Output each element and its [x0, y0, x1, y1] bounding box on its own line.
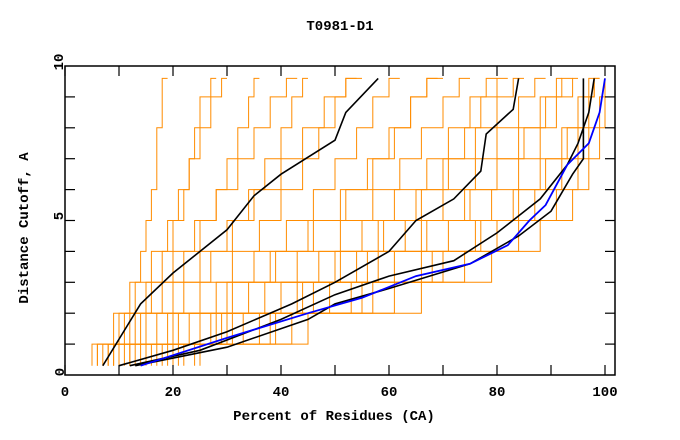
model-series-line [107, 77, 298, 366]
x-axis-label: Percent of Residues (CA) [233, 409, 435, 425]
y-axis-label: Distance Cutoff, A [17, 152, 33, 304]
model-series-line [113, 77, 362, 366]
x-tick-label-20: 20 [165, 385, 182, 401]
highlight-series-line [102, 77, 379, 367]
highlight-series-line [118, 78, 520, 367]
model-series-line [194, 78, 606, 366]
y-tick-label-10: 10 [52, 54, 68, 71]
y-tick-label-0: 0 [53, 368, 69, 376]
best-series-line [140, 78, 606, 367]
model-series-line [167, 77, 573, 366]
x-tick-label-60: 60 [381, 385, 398, 401]
highlight-series-line [129, 78, 595, 367]
model-series-line [145, 77, 546, 366]
model-series-line [91, 77, 168, 366]
axis-ticks [64, 66, 615, 375]
chart-title: T0981-D1 [306, 19, 373, 35]
model-series-line [161, 77, 578, 366]
model-series-line [199, 78, 606, 366]
x-tick-label-40: 40 [273, 385, 290, 401]
model-series-line [113, 77, 357, 366]
x-tick-label-80: 80 [489, 385, 506, 401]
x-tick-label-100: 100 [592, 385, 617, 401]
highlight-series-line [135, 78, 585, 367]
series-lines [91, 77, 606, 367]
model-series-line [96, 77, 227, 366]
y-tick-label-5: 5 [52, 212, 68, 220]
x-tick-label-0: 0 [61, 385, 69, 401]
model-series-line [123, 77, 438, 366]
model-series-line [102, 77, 260, 366]
model-series-line [129, 77, 443, 366]
model-series-line [156, 77, 508, 366]
model-series-line [140, 77, 524, 366]
